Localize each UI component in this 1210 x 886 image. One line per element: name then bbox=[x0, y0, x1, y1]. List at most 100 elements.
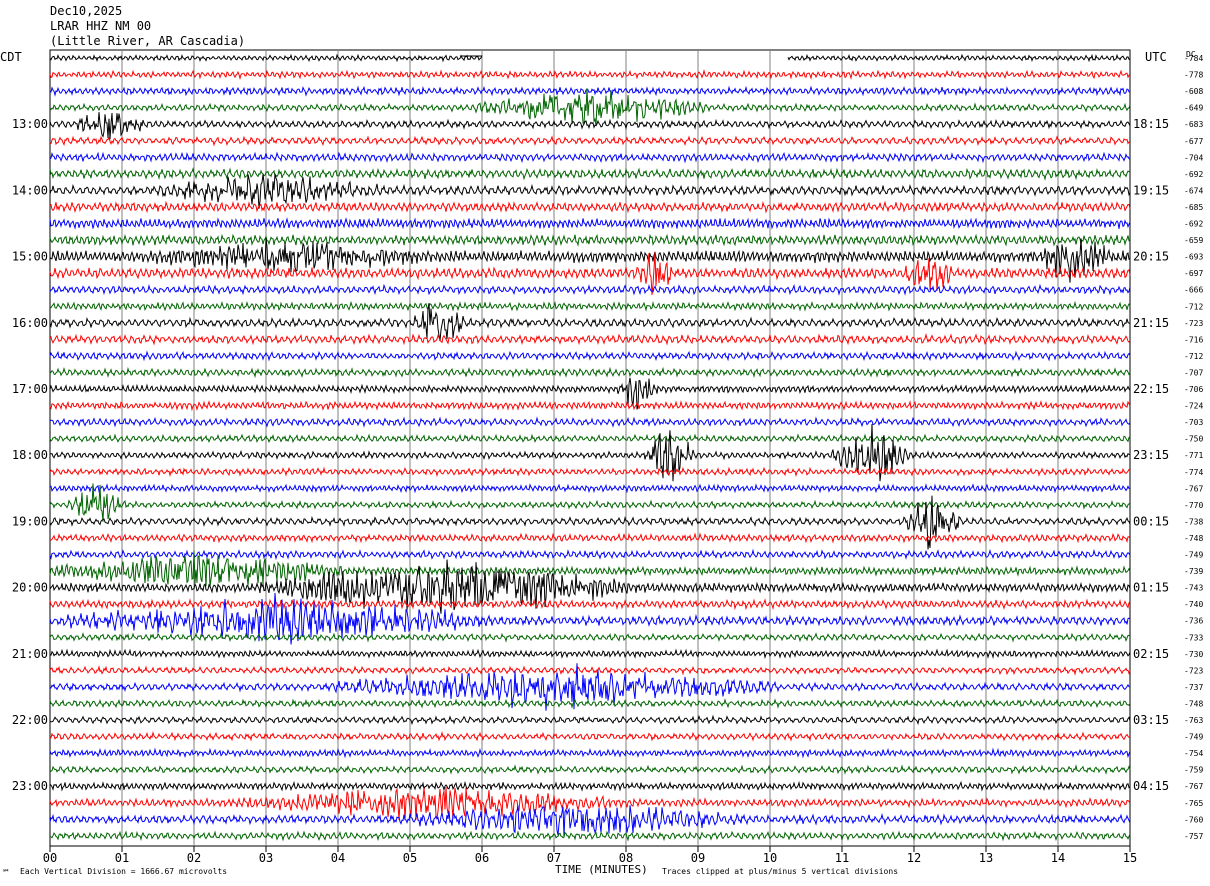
trace-line bbox=[49, 88, 1131, 126]
dc-offset-label: -759 bbox=[1184, 766, 1203, 775]
dc-offset-label: -692 bbox=[1184, 220, 1203, 229]
dc-offset-label: -754 bbox=[1184, 749, 1203, 758]
dc-offset-label: -692 bbox=[1184, 170, 1203, 179]
trace-line bbox=[49, 151, 1131, 164]
left-hour-label: 21:00 bbox=[12, 647, 48, 661]
trace-line bbox=[49, 68, 1131, 81]
trace-line bbox=[49, 764, 1131, 775]
right-hour-label: 18:15 bbox=[1133, 117, 1169, 131]
dc-offset-label: -774 bbox=[1184, 468, 1203, 477]
trace-line bbox=[49, 238, 1131, 283]
trace-line bbox=[49, 714, 1131, 726]
trace-line bbox=[49, 780, 1131, 792]
dc-offset-label: -739 bbox=[1184, 567, 1203, 576]
trace-line bbox=[49, 483, 1131, 494]
trace-line bbox=[49, 592, 1131, 645]
right-hour-label: 01:15 bbox=[1133, 581, 1169, 595]
trace-line bbox=[50, 423, 1131, 482]
label-group: 00 01 02 03 04 05 06 07 08 09 10 11 12 13 14 15 -784 -778… bbox=[12, 54, 1204, 865]
trace-line bbox=[49, 433, 1131, 444]
right-hour-label: 22:15 bbox=[1133, 382, 1169, 396]
dc-offset-label: -697 bbox=[1184, 269, 1203, 278]
dc-offset-label: -716 bbox=[1184, 335, 1203, 344]
dc-offset-label: -703 bbox=[1184, 418, 1203, 427]
time-grid bbox=[49, 49, 1131, 852]
trace-line bbox=[49, 550, 1131, 588]
left-hour-label: 14:00 bbox=[12, 183, 48, 197]
trace-line bbox=[49, 495, 1131, 550]
x-tick-label: 07 bbox=[547, 851, 561, 865]
x-tick-label: 05 bbox=[403, 851, 417, 865]
header-date: Dec10,2025 bbox=[50, 4, 123, 18]
trace-group bbox=[49, 53, 1131, 842]
trace-line bbox=[49, 350, 1131, 362]
trace-line bbox=[49, 283, 1131, 296]
dc-offset-label: -724 bbox=[1184, 402, 1203, 411]
left-hour-label: 16:00 bbox=[12, 316, 48, 330]
trace-line bbox=[49, 399, 1131, 412]
trace-line bbox=[49, 663, 1131, 711]
left-timezone-label: CDT bbox=[0, 50, 22, 64]
trace-line bbox=[49, 598, 1131, 611]
footer-clip-note: Traces clipped at plus/minus 5 vertical … bbox=[662, 867, 899, 876]
trace-line bbox=[49, 303, 1131, 342]
right-hour-label: 03:15 bbox=[1133, 713, 1169, 727]
footer-scale-note: Each Vertical Division = 1666.67 microvo… bbox=[20, 867, 228, 876]
dc-offset-label: -770 bbox=[1184, 501, 1203, 510]
footer-mark: ℠ bbox=[2, 868, 11, 877]
dc-offset-label: -749 bbox=[1184, 551, 1203, 560]
right-hour-label: 21:15 bbox=[1133, 316, 1169, 330]
trace-line bbox=[49, 559, 1131, 614]
left-hour-label: 23:00 bbox=[12, 779, 48, 793]
plot-frame bbox=[49, 49, 1131, 847]
dc-offset-label: -760 bbox=[1184, 815, 1203, 824]
dc-offset-label: -778 bbox=[1184, 71, 1203, 80]
x-tick-label: 11 bbox=[835, 851, 849, 865]
trace-line bbox=[49, 252, 1131, 296]
trace-line bbox=[49, 173, 1131, 209]
trace-line bbox=[49, 632, 1131, 643]
dc-offset-label: -767 bbox=[1184, 484, 1203, 493]
dc-offset-label: -677 bbox=[1184, 137, 1203, 146]
dc-offset-label: -749 bbox=[1184, 733, 1203, 742]
x-tick-label: 01 bbox=[115, 851, 129, 865]
dc-offset-label: -723 bbox=[1184, 666, 1203, 675]
dc-offset-label: -733 bbox=[1184, 633, 1203, 642]
dc-offset-label: -704 bbox=[1184, 153, 1203, 162]
dc-offset-label: -771 bbox=[1184, 451, 1203, 460]
right-timezone-label: UTC bbox=[1145, 50, 1167, 64]
x-tick-label: 09 bbox=[691, 851, 705, 865]
dc-offset-label: -693 bbox=[1184, 253, 1203, 262]
left-hour-label: 17:00 bbox=[12, 382, 48, 396]
trace-line bbox=[49, 85, 1131, 97]
left-hour-label: 18:00 bbox=[12, 448, 48, 462]
dc-offset-label: -750 bbox=[1184, 435, 1203, 444]
dc-offset-label: -748 bbox=[1184, 534, 1203, 543]
dc-offset-label: -757 bbox=[1184, 832, 1203, 841]
x-tick-label: 15 bbox=[1123, 851, 1137, 865]
trace-line bbox=[49, 805, 1131, 837]
trace-line bbox=[49, 466, 1131, 478]
trace-line bbox=[49, 366, 1131, 379]
trace-line bbox=[49, 665, 1131, 676]
dc-offset-label: -674 bbox=[1184, 186, 1203, 195]
x-tick-label: 04 bbox=[331, 851, 345, 865]
trace-line bbox=[49, 377, 1131, 410]
x-tick-label: 06 bbox=[475, 851, 489, 865]
dc-offset-label: -765 bbox=[1184, 799, 1203, 808]
dc-offset-label: -685 bbox=[1184, 203, 1203, 212]
dc-offset-label: -659 bbox=[1184, 236, 1203, 245]
x-tick-label: 03 bbox=[259, 851, 273, 865]
trace-line bbox=[49, 747, 1131, 759]
dc-offset-label: -736 bbox=[1184, 617, 1203, 626]
left-hour-label: 20:00 bbox=[12, 581, 48, 595]
right-hour-label: 04:15 bbox=[1133, 779, 1169, 793]
dc-offset-label: -683 bbox=[1184, 120, 1203, 129]
x-tick-label: 13 bbox=[979, 851, 993, 865]
trace-line bbox=[49, 731, 1131, 742]
dc-offset-label: -740 bbox=[1184, 600, 1203, 609]
x-tick-label: 10 bbox=[763, 851, 777, 865]
left-hour-label: 15:00 bbox=[12, 250, 48, 264]
dc-offset-label: -608 bbox=[1184, 87, 1203, 96]
trace-line bbox=[49, 300, 1131, 312]
